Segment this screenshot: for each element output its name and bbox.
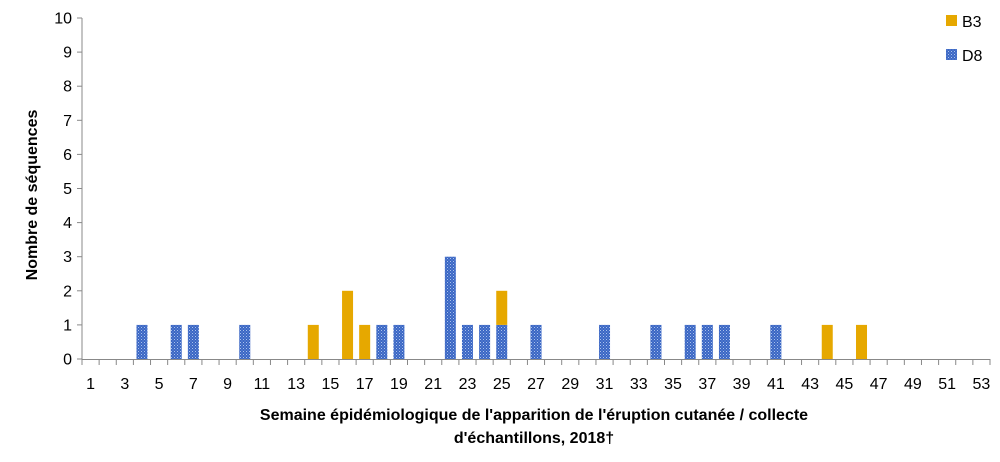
legend-swatch-b3: [946, 15, 957, 26]
bar-b3-week-16: [342, 290, 354, 359]
x-axis-title-line2: d'échantillons, 2018†: [454, 430, 614, 447]
bar-d8-week-23: [461, 324, 473, 359]
y-tick-label: 10: [54, 11, 72, 28]
x-tick-label: 29: [561, 376, 579, 393]
y-tick-label: 7: [63, 113, 72, 130]
y-tick-label: 3: [63, 249, 72, 266]
x-tick-label: 9: [223, 376, 232, 393]
legend: B3 D8: [946, 14, 983, 65]
bar-d8-week-24: [479, 324, 491, 359]
bar-b3-week-46: [856, 324, 868, 359]
y-axis-title: Nombre de séquences: [24, 110, 41, 281]
x-tick-label: 35: [664, 376, 682, 393]
x-tick-label: 13: [287, 376, 305, 393]
bar-d8-week-41: [770, 324, 782, 359]
x-tick-label: 49: [904, 376, 922, 393]
bar-d8-week-37: [701, 324, 713, 359]
bar-b3-week-14: [307, 324, 319, 359]
x-tick-label: 19: [390, 376, 408, 393]
x-tick-label: 39: [733, 376, 751, 393]
bar-d8-week-4: [136, 324, 148, 359]
x-tick-label: 53: [973, 376, 991, 393]
bar-d8-week-27: [530, 324, 542, 359]
x-tick-label: 33: [630, 376, 648, 393]
x-tick-label: 5: [155, 376, 164, 393]
bar-d8-week-22: [444, 256, 456, 359]
x-tick-label: 1: [86, 376, 95, 393]
bar-d8-week-18: [376, 324, 388, 359]
x-tick-label: 7: [189, 376, 198, 393]
y-tick-label: 5: [63, 181, 72, 198]
x-tick-label: 51: [938, 376, 956, 393]
bar-d8-week-10: [239, 324, 251, 359]
x-tick-label: 31: [596, 376, 614, 393]
legend-label-d8: D8: [962, 48, 983, 65]
y-tick-label: 8: [63, 79, 72, 96]
bar-d8-week-36: [684, 324, 696, 359]
bar-d8-week-31: [599, 324, 611, 359]
x-tick-label: 25: [493, 376, 511, 393]
x-tick-label: 27: [527, 376, 545, 393]
x-tick-label: 45: [835, 376, 853, 393]
axes: [77, 17, 991, 365]
x-tick-label: 3: [120, 376, 129, 393]
x-tick-label: 23: [459, 376, 477, 393]
bar-d8-week-19: [393, 324, 405, 359]
bar-d8-week-25: [496, 324, 508, 359]
bar-d8-week-34: [650, 324, 662, 359]
y-tick-label: 0: [63, 352, 72, 369]
x-tick-label: 15: [322, 376, 340, 393]
x-axis-title-line1: Semaine épidémiologique de l'apparition …: [260, 407, 808, 424]
legend-swatch-d8: [946, 49, 957, 60]
y-tick-label: 1: [63, 317, 72, 334]
bar-b3-week-25: [496, 290, 508, 325]
y-tick-label: 6: [63, 147, 72, 164]
bar-d8-week-6: [170, 324, 182, 359]
x-tick-label: 21: [424, 376, 442, 393]
bar-d8-week-7: [187, 324, 199, 359]
bars: [136, 256, 868, 359]
y-tick-label: 2: [63, 283, 72, 300]
x-tick-label: 17: [356, 376, 374, 393]
x-tick-label: 37: [698, 376, 716, 393]
bar-b3-week-44: [821, 324, 833, 359]
x-tick-label: 11: [254, 376, 271, 393]
bar-b3-week-17: [359, 324, 371, 359]
x-tick-label: 43: [801, 376, 819, 393]
x-tick-label: 47: [870, 376, 888, 393]
y-tick-label: 4: [63, 215, 72, 232]
x-tick-label: 41: [767, 376, 785, 393]
y-tick-label: 9: [63, 45, 72, 62]
legend-label-b3: B3: [962, 14, 982, 31]
bar-d8-week-38: [718, 324, 730, 359]
